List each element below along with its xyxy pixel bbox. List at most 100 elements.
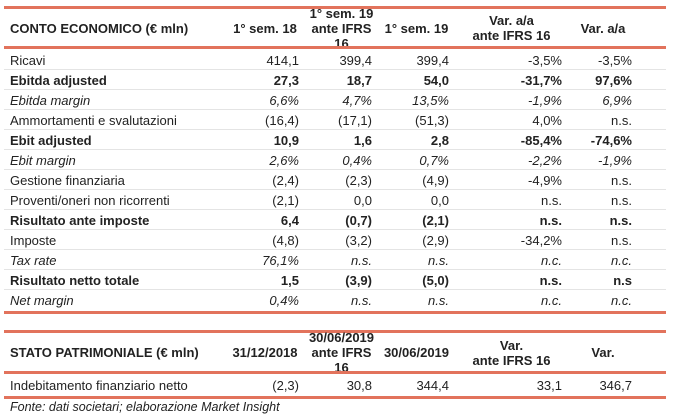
row-separator	[4, 109, 666, 110]
value-cell: -34,2%	[520, 232, 562, 248]
rule	[4, 330, 666, 333]
value-cell: (0,7)	[345, 212, 372, 228]
rule	[4, 6, 666, 9]
value-cell: n.s.	[428, 292, 449, 308]
row-separator	[4, 269, 666, 270]
header-cell: 30/06/2019 ante IFRS 16	[308, 330, 375, 375]
row-label: Gestione finanziaria	[10, 172, 125, 188]
value-cell: (16,4)	[265, 112, 299, 128]
rule	[4, 396, 666, 399]
row-label: Ebit adjusted	[10, 132, 92, 148]
value-cell: n.c.	[611, 292, 632, 308]
value-cell: -4,9%	[528, 172, 562, 188]
value-cell: n.s.	[428, 252, 449, 268]
value-cell: n.s.	[611, 172, 632, 188]
row-label: Risultato ante imposte	[10, 212, 150, 228]
row-separator	[4, 289, 666, 290]
value-cell: n.c.	[611, 252, 632, 268]
row-separator	[4, 209, 666, 210]
value-cell: 0,0	[353, 192, 372, 208]
header-cell: Var.	[591, 345, 615, 360]
value-cell: 54,0	[423, 72, 449, 88]
rule	[4, 46, 666, 49]
value-cell: 399,4	[416, 52, 449, 68]
value-cell: n.s.	[351, 292, 372, 308]
header-cell: 1° sem. 19	[384, 20, 449, 36]
row-separator	[4, 69, 666, 70]
value-cell: 0,0	[430, 192, 449, 208]
value-cell: -1,9%	[598, 152, 632, 168]
value-cell: n.c.	[541, 252, 562, 268]
value-cell: n.s	[613, 272, 632, 288]
value-cell: n.s.	[539, 212, 562, 228]
value-cell: (2,1)	[272, 192, 299, 208]
value-cell: -74,6%	[590, 132, 632, 148]
value-cell: -3,5%	[528, 52, 562, 68]
value-cell: (4,9)	[422, 172, 449, 188]
header-cell: 31/12/2018	[232, 345, 298, 360]
row-separator	[4, 249, 666, 250]
value-cell: (3,2)	[345, 232, 372, 248]
value-cell: -85,4%	[520, 132, 562, 148]
value-cell: (3,9)	[345, 272, 372, 288]
value-cell: -3,5%	[598, 52, 632, 68]
value-cell: -2,2%	[528, 152, 562, 168]
row-label: Net margin	[10, 292, 74, 308]
value-cell: (2,1)	[422, 212, 449, 228]
header-cell: Var. a/a ante IFRS 16	[472, 13, 551, 43]
row-separator	[4, 169, 666, 170]
row-separator	[4, 149, 666, 150]
header-cell: STATO PATRIMONIALE (€ mln)	[10, 345, 199, 360]
value-cell: (2,3)	[272, 377, 299, 393]
value-cell: 4,7%	[342, 92, 372, 108]
value-cell: (51,3)	[415, 112, 449, 128]
value-cell: 6,4	[280, 212, 299, 228]
header-cell: CONTO ECONOMICO (€ mln)	[10, 20, 189, 36]
value-cell: 0,4%	[342, 152, 372, 168]
header-cell: 30/06/2019	[383, 345, 450, 360]
header-cell: 1° sem. 19 ante IFRS 16	[309, 5, 374, 51]
row-separator	[4, 189, 666, 190]
value-cell: 18,7	[346, 72, 372, 88]
value-cell: 76,1%	[262, 252, 299, 268]
rule	[4, 371, 666, 374]
row-label: Ebitda adjusted	[10, 72, 107, 88]
value-cell: n.s.	[541, 192, 562, 208]
row-label: Tax rate	[10, 252, 57, 268]
value-cell: 2,6%	[269, 152, 299, 168]
value-cell: (2,9)	[422, 232, 449, 248]
value-cell: 0,4%	[269, 292, 299, 308]
value-cell: 4,0%	[532, 112, 562, 128]
value-cell: 10,9	[273, 132, 299, 148]
value-cell: 2,8	[430, 132, 449, 148]
row-label: Risultato netto totale	[10, 272, 140, 288]
value-cell: -1,9%	[528, 92, 562, 108]
value-cell: (2,3)	[345, 172, 372, 188]
header-cell: Var. a/a	[580, 20, 626, 36]
value-cell: (4,8)	[272, 232, 299, 248]
row-label: Ebitda margin	[10, 92, 91, 108]
value-cell: (5,0)	[422, 272, 449, 288]
header-cell: 1° sem. 18	[233, 20, 297, 36]
row-separator	[4, 229, 666, 230]
value-cell: 344,4	[416, 377, 449, 393]
value-cell: 1,5	[280, 272, 299, 288]
row-label: Imposte	[10, 232, 57, 248]
value-cell: n.c.	[541, 292, 562, 308]
value-cell: 414,1	[266, 52, 299, 68]
value-cell: n.s.	[611, 232, 632, 248]
footnote: Fonte: dati societari; elaborazione Mark…	[10, 400, 280, 414]
value-cell: 33,1	[536, 377, 562, 393]
value-cell: 1,6	[353, 132, 372, 148]
value-cell: 97,6%	[595, 72, 632, 88]
rule	[4, 311, 666, 314]
value-cell: n.s.	[611, 112, 632, 128]
value-cell: 6,6%	[269, 92, 299, 108]
row-label: Ammortamenti e svalutazioni	[10, 112, 177, 128]
value-cell: 0,7%	[419, 152, 449, 168]
row-label: Indebitamento finanziario netto	[10, 377, 188, 393]
value-cell: (2,4)	[272, 172, 299, 188]
value-cell: n.s.	[539, 272, 562, 288]
row-label: Ricavi	[10, 52, 46, 68]
